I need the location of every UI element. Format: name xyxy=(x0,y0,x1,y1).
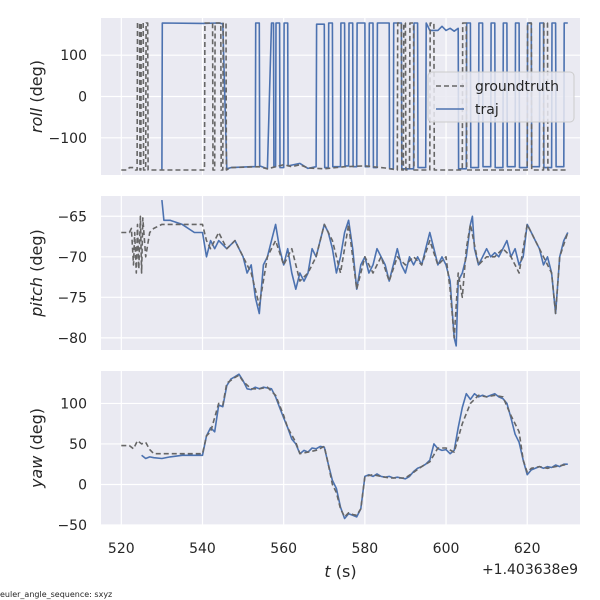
legend: groundtruth traj xyxy=(427,71,575,123)
pitch-panel: −65 −70 −75 −80 pitch (deg) xyxy=(27,196,580,350)
x-tick-label: 540 xyxy=(189,541,216,557)
y-tick-label: −65 xyxy=(57,209,87,225)
y-tick-label: 50 xyxy=(69,437,87,453)
y-tick-label: 100 xyxy=(60,48,87,64)
y-axis-label: yaw (deg) xyxy=(27,408,46,489)
y-axis-label: roll (deg) xyxy=(27,60,46,133)
x-offset-label: +1.403638e9 xyxy=(482,562,578,578)
x-axis-label: t (s) xyxy=(324,562,356,581)
groundtruth-line xyxy=(121,215,569,339)
y-tick-label: 0 xyxy=(78,477,87,493)
x-tick-label: 620 xyxy=(514,541,541,557)
yaw-panel: 100 50 0 −50 yaw (deg) 520 540 560 580 600 620 t (s… xyxy=(27,371,580,581)
y-tick-label: −70 xyxy=(57,250,87,266)
y-tick-label: 0 xyxy=(78,90,87,106)
y-tick-label: −75 xyxy=(57,290,87,306)
y-tick-label: −50 xyxy=(57,518,87,534)
y-tick-label: −80 xyxy=(57,331,87,347)
x-tick-label: 560 xyxy=(270,541,297,557)
legend-label-traj: traj xyxy=(475,102,499,118)
x-tick-label: 600 xyxy=(433,541,460,557)
x-tick-label: 580 xyxy=(351,541,378,557)
y-tick-label: −100 xyxy=(49,131,87,147)
legend-label-groundtruth: groundtruth xyxy=(475,79,559,95)
plot-area xyxy=(101,371,580,525)
footer-note: euler_angle_sequence: sxyz xyxy=(0,590,112,599)
plot-area xyxy=(101,196,580,350)
y-tick-label: 100 xyxy=(60,396,87,412)
x-tick-label: 520 xyxy=(108,541,135,557)
legend-box xyxy=(427,71,575,123)
y-axis-label: pitch (deg) xyxy=(27,229,46,318)
